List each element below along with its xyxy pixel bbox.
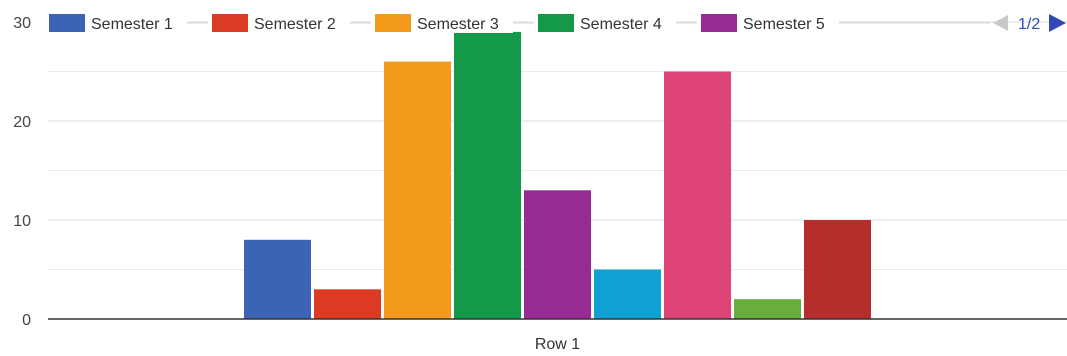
y-tick-label: 20 xyxy=(13,114,31,131)
bar xyxy=(664,71,731,319)
legend-label: Semester 4 xyxy=(580,16,662,33)
x-category-label: Row 1 xyxy=(535,336,580,353)
bar xyxy=(594,269,661,319)
y-tick-label: 30 xyxy=(13,15,31,32)
legend-item[interactable]: Semester 4 xyxy=(534,13,676,33)
legend-label: Semester 2 xyxy=(254,16,336,33)
legend-label: Semester 5 xyxy=(743,16,825,33)
legend-label: Semester 1 xyxy=(91,16,173,33)
legend-item[interactable]: Semester 3 xyxy=(371,13,513,33)
bar xyxy=(524,190,591,319)
legend-page-indicator: 1/2 xyxy=(1018,16,1040,33)
y-tick-label: 10 xyxy=(13,213,31,230)
legend-swatch xyxy=(49,14,85,32)
bars xyxy=(244,31,871,320)
bar xyxy=(314,289,381,319)
legend-item[interactable]: Semester 5 xyxy=(697,13,839,33)
legend-swatch xyxy=(375,14,411,32)
y-tick-label: 0 xyxy=(22,312,31,329)
y-axis-ticks: 0 10 20 30 xyxy=(13,15,31,329)
legend-swatch xyxy=(538,14,574,32)
legend-swatch xyxy=(212,14,248,32)
bar xyxy=(454,31,521,320)
legend-label: Semester 3 xyxy=(417,16,499,33)
bar xyxy=(384,61,451,319)
legend-pager: 1/2 xyxy=(993,14,1066,33)
legend-item[interactable]: Semester 1 xyxy=(45,13,187,33)
legend: Semester 1 Semester 2 Semester 3 Semester 4… xyxy=(45,13,990,33)
x-axis-categories: Row 1 xyxy=(535,336,580,353)
legend-item[interactable]: Semester 2 xyxy=(208,13,350,33)
pager-prev-icon[interactable] xyxy=(993,15,1008,31)
bar xyxy=(804,220,871,319)
bar xyxy=(244,239,311,319)
bar xyxy=(734,299,801,319)
pager-next-icon[interactable] xyxy=(1049,14,1066,32)
legend-swatch xyxy=(701,14,737,32)
